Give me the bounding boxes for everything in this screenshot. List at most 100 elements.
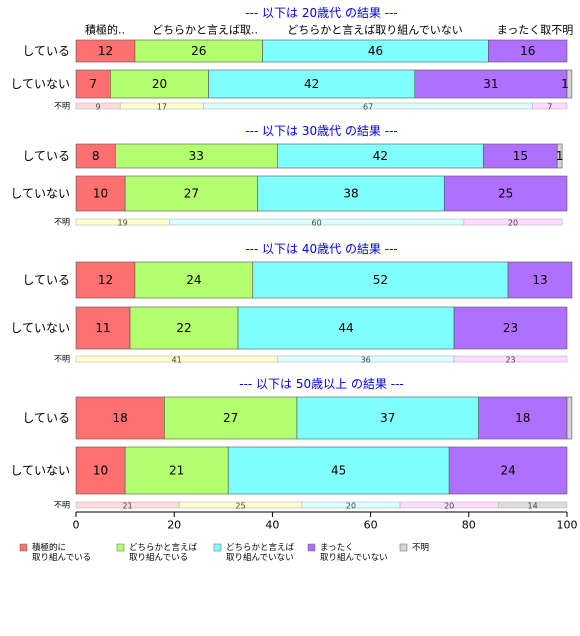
unknown-data-label: 9 <box>96 103 101 112</box>
unknown-data-label: 60 <box>311 219 321 228</box>
x-tick-label: 80 <box>462 519 476 532</box>
data-label: 18 <box>113 411 128 425</box>
group-title: --- 以下は 40歳代 の結果 --- <box>245 242 398 256</box>
group-title: --- 以下は 20歳代 の結果 --- <box>245 6 398 20</box>
unknown-data-label: 25 <box>235 502 245 511</box>
legend-swatch <box>399 543 408 552</box>
bar-segment <box>443 175 568 212</box>
bar-segment <box>277 143 484 169</box>
data-label: 45 <box>331 464 346 478</box>
data-label: 23 <box>503 321 518 335</box>
data-label: 24 <box>500 464 515 478</box>
legend-label: 取り組んでいない <box>226 552 294 563</box>
data-label: 20 <box>152 77 167 91</box>
legend-label: どちらかと言えば <box>129 542 198 553</box>
data-label: 52 <box>373 273 388 287</box>
data-label: 15 <box>513 149 528 163</box>
data-label: 27 <box>184 187 199 201</box>
bar-segment <box>296 396 479 440</box>
row-label: している <box>22 44 70 58</box>
unknown-segment <box>453 355 568 363</box>
x-tick-label: 40 <box>265 519 279 532</box>
unknown-data-label: 20 <box>444 502 454 511</box>
unknown-row-label: 不明 <box>54 501 70 510</box>
bar-segment <box>110 69 209 99</box>
bar-segment <box>252 261 509 299</box>
data-label: 10 <box>93 464 108 478</box>
data-label: 31 <box>483 77 498 91</box>
group-title: --- 以下は 30歳代 の結果 --- <box>245 124 398 138</box>
column-header: どちらかと言えば取り組んでいない <box>287 24 462 37</box>
column-header: まったく取不明 <box>497 24 574 37</box>
bar-segment <box>556 143 563 169</box>
row-label: している <box>22 273 70 287</box>
unknown-data-label: 41 <box>172 356 182 365</box>
row-label: している <box>22 149 70 163</box>
unknown-data-label: 14 <box>528 502 538 511</box>
x-tick-label: 60 <box>364 519 378 532</box>
data-label: 16 <box>520 44 535 58</box>
data-label: 18 <box>515 411 530 425</box>
data-label: 24 <box>186 273 201 287</box>
row-label: していない <box>10 321 70 335</box>
unknown-data-label: 21 <box>122 502 132 511</box>
bar-segment <box>507 261 573 299</box>
bar-segment <box>134 261 254 299</box>
data-label: 37 <box>380 411 395 425</box>
bar-segment <box>478 396 568 440</box>
unknown-data-label: 19 <box>118 219 128 228</box>
unknown-segment <box>463 218 563 226</box>
unknown-data-label: 67 <box>363 103 373 112</box>
data-label: 44 <box>338 321 353 335</box>
data-label: 25 <box>498 187 513 201</box>
row-label: していない <box>10 187 70 201</box>
data-label: 42 <box>373 149 388 163</box>
legend-swatch <box>213 543 222 552</box>
data-label: 1 <box>561 77 569 91</box>
bar-segment <box>124 175 258 212</box>
bar-segment <box>75 446 126 495</box>
row-label: している <box>22 411 70 425</box>
unknown-segment <box>498 501 568 509</box>
row-label: していない <box>10 77 70 91</box>
data-label: 27 <box>223 411 238 425</box>
x-tick-label: 0 <box>73 519 80 532</box>
row-label: していない <box>10 464 70 478</box>
data-label: 8 <box>92 149 100 163</box>
unknown-data-label: 36 <box>361 356 371 365</box>
bar-segment <box>414 69 568 99</box>
column-header: どちらかと言えば取.. <box>152 24 258 37</box>
unknown-data-label: 20 <box>508 219 518 228</box>
legend-label: 取り組んでいる <box>32 552 91 563</box>
legend-label: まったく <box>320 543 354 553</box>
legend-swatch <box>307 543 316 552</box>
unknown-data-label: 17 <box>157 103 167 112</box>
unknown-data-label: 23 <box>505 356 515 365</box>
bar-segment <box>237 306 455 350</box>
bar-segment <box>227 446 450 495</box>
unknown-row-label: 不明 <box>54 355 70 364</box>
unknown-segment <box>532 102 568 110</box>
bar-segment <box>75 143 116 169</box>
bar-segment <box>75 261 136 299</box>
data-label: 12 <box>98 44 113 58</box>
bar-segment <box>164 396 298 440</box>
column-header: 積極的.. <box>85 23 125 37</box>
bar-segment <box>488 39 568 63</box>
data-label: 12 <box>98 273 113 287</box>
unknown-data-label: 7 <box>547 103 552 112</box>
bar-segment <box>566 69 573 99</box>
data-label: 26 <box>191 44 206 58</box>
legend-label: 不明 <box>412 543 429 553</box>
unknown-row-label: 不明 <box>54 218 70 227</box>
data-label: 33 <box>189 149 204 163</box>
bar-segment <box>114 143 278 169</box>
data-label: 10 <box>93 187 108 201</box>
bar-segment <box>257 175 445 212</box>
bar-segment <box>75 69 111 99</box>
data-label: 7 <box>89 77 97 91</box>
data-label: 1 <box>556 149 564 163</box>
data-label: 22 <box>176 321 191 335</box>
bar-segment <box>124 446 229 495</box>
